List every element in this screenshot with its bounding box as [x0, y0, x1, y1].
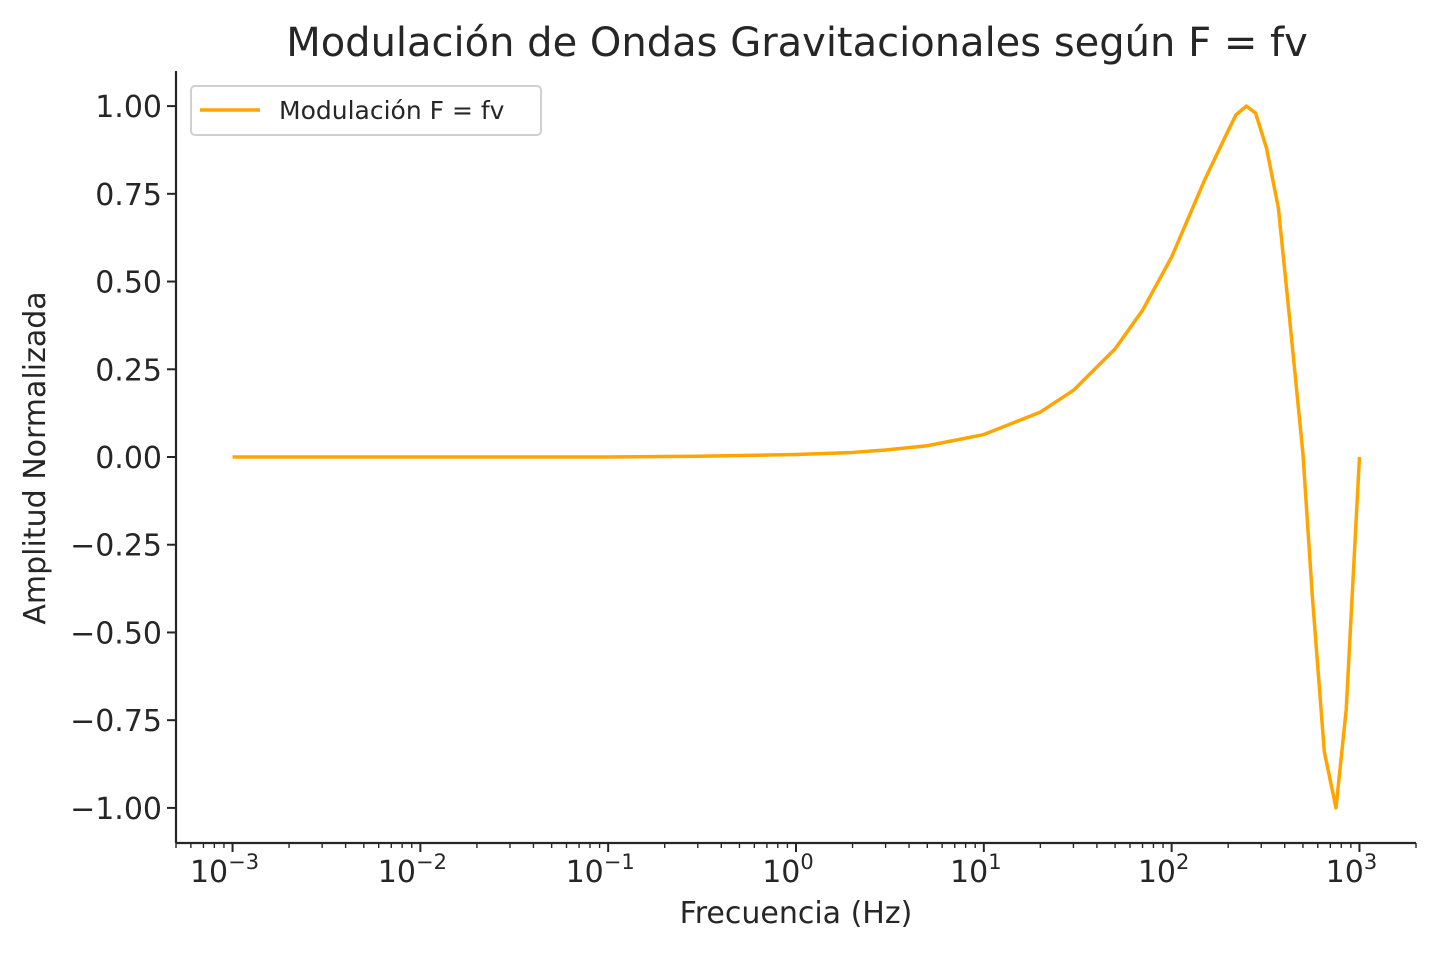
y-tick-label: 0.50	[95, 266, 162, 301]
y-tick-label: −1.00	[70, 792, 162, 827]
x-axis-label: Frecuencia (Hz)	[680, 896, 913, 931]
legend-frame	[190, 85, 542, 136]
y-tick-label: 1.00	[95, 90, 162, 125]
y-axis-ticks: 1.00 0.75 0.50 0.25 0.00 −0.25 −0.50 −0.75 −1.00	[70, 90, 176, 827]
y-axis-label: Amplitud Normalizada	[18, 291, 53, 624]
x-tick-label: 102	[1138, 850, 1190, 890]
legend-label: Modulación F = fv	[279, 96, 505, 125]
x-axis-ticks: 10−3 10−2 10−1 100 101 102 103	[175, 843, 1417, 890]
x-tick-label: 10−3	[190, 850, 259, 890]
y-tick-label: 0.00	[95, 441, 162, 476]
y-tick-label: −0.75	[70, 704, 162, 739]
legend: Modulación F = fv	[190, 85, 542, 136]
x-tick-label: 10−1	[566, 850, 635, 890]
x-tick-label: 10−2	[378, 850, 447, 890]
plot-area	[232, 104, 1362, 810]
series-line	[232, 104, 1362, 810]
y-tick-label: −0.50	[70, 616, 162, 651]
y-tick-label: −0.25	[70, 529, 162, 564]
x-tick-label: 100	[762, 850, 814, 890]
x-tick-label: 101	[950, 850, 1002, 890]
y-tick-label: 0.75	[95, 178, 162, 213]
x-tick-label: 103	[1326, 850, 1378, 890]
y-tick-label: 0.25	[95, 353, 162, 388]
chart-title: Modulación de Ondas Gravitacionales segú…	[286, 20, 1308, 66]
